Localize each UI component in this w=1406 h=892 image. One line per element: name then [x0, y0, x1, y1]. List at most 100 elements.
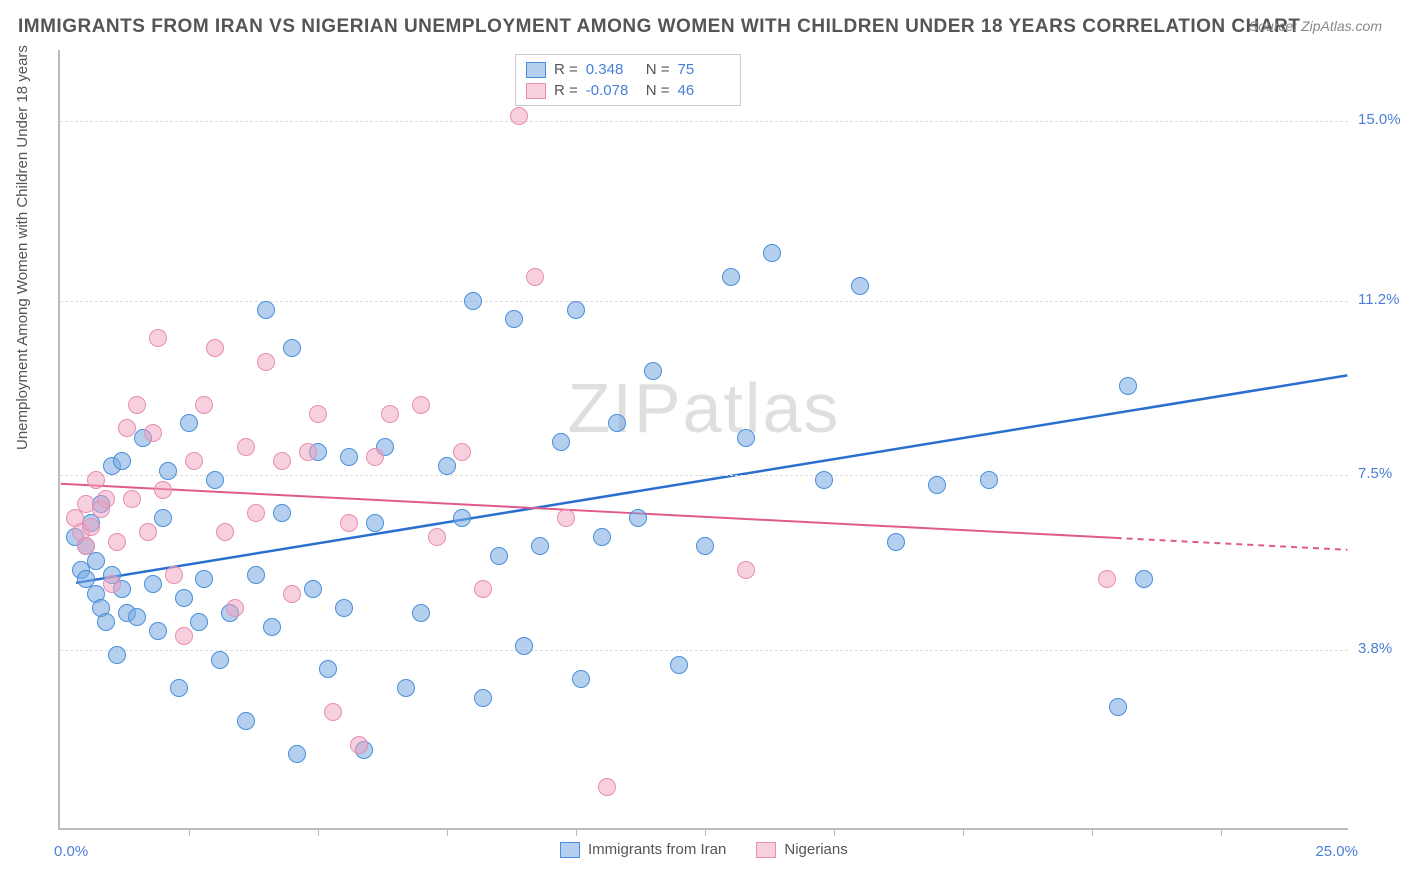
scatter-point — [97, 613, 115, 631]
scatter-point — [273, 452, 291, 470]
scatter-point — [206, 471, 224, 489]
scatter-point — [490, 547, 508, 565]
scatter-point — [851, 277, 869, 295]
series-name-blue: Immigrants from Iran — [588, 841, 726, 858]
scatter-point — [366, 448, 384, 466]
x-tick — [1221, 828, 1222, 836]
scatter-point — [263, 618, 281, 636]
scatter-point — [180, 414, 198, 432]
y-axis-label: Unemployment Among Women with Children U… — [14, 45, 31, 450]
scatter-point — [206, 339, 224, 357]
scatter-point — [87, 471, 105, 489]
scatter-point — [108, 646, 126, 664]
scatter-point — [118, 419, 136, 437]
scatter-point — [350, 736, 368, 754]
scatter-point — [572, 670, 590, 688]
r-value-blue: 0.348 — [586, 61, 638, 78]
scatter-point — [928, 476, 946, 494]
x-tick — [705, 828, 706, 836]
r-value-pink: -0.078 — [586, 82, 638, 99]
scatter-point — [1109, 698, 1127, 716]
scatter-point — [644, 362, 662, 380]
scatter-point — [185, 452, 203, 470]
watermark: ZIPatlas — [568, 368, 841, 448]
scatter-point — [722, 268, 740, 286]
scatter-point — [144, 424, 162, 442]
scatter-point — [309, 405, 327, 423]
scatter-point — [190, 613, 208, 631]
r-label: R = — [554, 82, 578, 99]
swatch-pink-icon — [526, 83, 546, 99]
n-value-pink: 46 — [678, 82, 730, 99]
scatter-point — [237, 438, 255, 456]
scatter-point — [629, 509, 647, 527]
scatter-point — [216, 523, 234, 541]
stats-legend-row-pink: R = -0.078 N = 46 — [526, 80, 730, 101]
y-tick-label: 15.0% — [1358, 111, 1406, 128]
scatter-point — [412, 396, 430, 414]
scatter-point — [980, 471, 998, 489]
scatter-point — [567, 301, 585, 319]
scatter-point — [165, 566, 183, 584]
scatter-point — [670, 656, 688, 674]
scatter-point — [113, 452, 131, 470]
scatter-point — [128, 396, 146, 414]
n-label: N = — [646, 82, 670, 99]
scatter-point — [304, 580, 322, 598]
scatter-point — [505, 310, 523, 328]
scatter-point — [257, 353, 275, 371]
scatter-point — [335, 599, 353, 617]
gridline — [60, 301, 1348, 302]
scatter-point — [474, 689, 492, 707]
scatter-point — [288, 745, 306, 763]
scatter-point — [526, 268, 544, 286]
scatter-point — [381, 405, 399, 423]
source-label: Source: ZipAtlas.com — [1249, 18, 1382, 34]
x-tick — [1092, 828, 1093, 836]
scatter-point — [211, 651, 229, 669]
series-legend-item-blue: Immigrants from Iran — [560, 841, 726, 858]
x-tick — [318, 828, 319, 836]
scatter-point — [154, 481, 172, 499]
x-tick — [189, 828, 190, 836]
x-tick — [963, 828, 964, 836]
scatter-point — [97, 490, 115, 508]
scatter-point — [195, 570, 213, 588]
scatter-point — [319, 660, 337, 678]
scatter-point — [170, 679, 188, 697]
scatter-point — [299, 443, 317, 461]
r-label: R = — [554, 61, 578, 78]
y-tick-label: 11.2% — [1358, 291, 1406, 308]
scatter-point — [763, 244, 781, 262]
scatter-point — [1119, 377, 1137, 395]
scatter-point — [82, 518, 100, 536]
series-legend: Immigrants from Iran Nigerians — [560, 841, 848, 858]
swatch-blue-icon — [526, 62, 546, 78]
stats-legend: R = 0.348 N = 75 R = -0.078 N = 46 — [515, 54, 741, 106]
scatter-point — [598, 778, 616, 796]
scatter-point — [247, 504, 265, 522]
scatter-point — [144, 575, 162, 593]
scatter-point — [77, 537, 95, 555]
scatter-point — [149, 622, 167, 640]
scatter-plot: ZIPatlas R = 0.348 N = 75 R = -0.078 N =… — [58, 50, 1348, 830]
scatter-point — [438, 457, 456, 475]
gridline — [60, 121, 1348, 122]
scatter-point — [273, 504, 291, 522]
trend-lines — [60, 50, 1348, 828]
scatter-point — [283, 339, 301, 357]
scatter-point — [123, 490, 141, 508]
scatter-point — [237, 712, 255, 730]
x-max-label: 25.0% — [1315, 843, 1358, 860]
scatter-point — [108, 533, 126, 551]
gridline — [60, 475, 1348, 476]
scatter-point — [474, 580, 492, 598]
scatter-point — [226, 599, 244, 617]
chart-title: IMMIGRANTS FROM IRAN VS NIGERIAN UNEMPLO… — [18, 16, 1300, 38]
scatter-point — [149, 329, 167, 347]
scatter-point — [552, 433, 570, 451]
series-legend-item-pink: Nigerians — [756, 841, 847, 858]
scatter-point — [159, 462, 177, 480]
x-tick — [576, 828, 577, 836]
scatter-point — [428, 528, 446, 546]
